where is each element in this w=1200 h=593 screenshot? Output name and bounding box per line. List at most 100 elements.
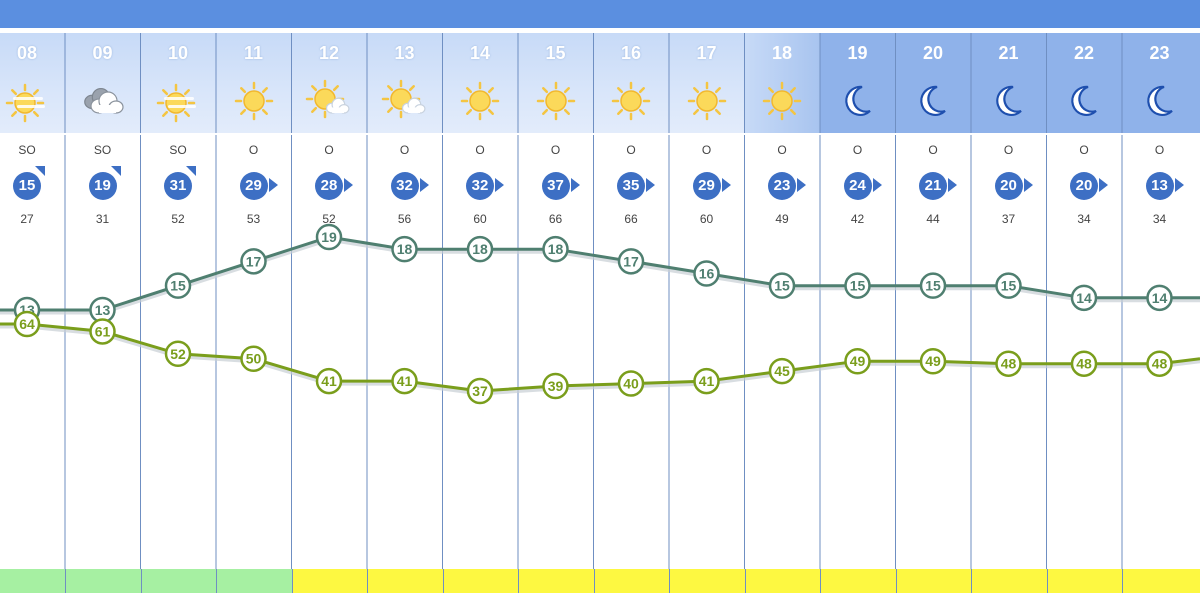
hours-header-row: 08 09 10 11 12 13 14 15 16 17 18 19 20 21 22 23 <box>0 33 1200 134</box>
hour-cell: 19 <box>820 33 896 134</box>
strip-segment <box>140 569 217 593</box>
data-label: 17 <box>623 253 639 269</box>
strip-segment <box>518 569 595 593</box>
wind-direction: O <box>475 143 485 157</box>
wind-gust: 31 <box>95 212 110 226</box>
wind-speed-badge: 32 <box>390 172 419 200</box>
strip-segment <box>216 569 293 593</box>
data-label: 64 <box>19 316 35 332</box>
strip-segment <box>744 569 821 593</box>
data-label: 15 <box>170 278 186 294</box>
data-label: 41 <box>699 373 715 389</box>
data-label: 19 <box>321 229 337 245</box>
hour-label: 09 <box>92 43 113 63</box>
wind-arrow-icon <box>872 178 882 192</box>
wind-gust: 56 <box>397 212 412 226</box>
data-point <box>13 310 41 338</box>
wind-direction: O <box>777 143 787 157</box>
data-point <box>164 272 192 299</box>
data-label: 37 <box>472 383 488 399</box>
wind-arrow-icon <box>1023 178 1033 192</box>
hour-cell: 10 <box>140 33 216 134</box>
data-point <box>542 235 569 263</box>
data-label: 14 <box>1152 290 1168 306</box>
wind-speed-badge: 35 <box>617 172 645 200</box>
wind-gust: 66 <box>624 212 638 226</box>
wind-speed-badge: 20 <box>994 172 1023 200</box>
hour-cell: 16 <box>593 33 669 134</box>
hour-cell: 11 <box>216 33 292 134</box>
hour-label: 21 <box>998 43 1019 63</box>
wind-direction: O <box>1003 143 1014 157</box>
wind-speed-badge: 24 <box>843 172 872 200</box>
data-point <box>995 350 1022 377</box>
wind-arrow-icon <box>35 166 45 176</box>
wind-gust: 27 <box>20 212 34 226</box>
wind-speed-badge: 29 <box>692 172 721 200</box>
wind-speed-badge: 20 <box>1070 172 1098 200</box>
hour-label: 11 <box>243 43 264 63</box>
wind-speed-badge: 37 <box>541 172 570 200</box>
data-point <box>617 248 645 275</box>
hour-label: 14 <box>469 43 491 63</box>
data-label: 40 <box>623 376 639 392</box>
wind-gust: 37 <box>1001 212 1016 226</box>
hour-cell: 17 <box>669 33 745 134</box>
wind-direction: O <box>248 143 259 157</box>
hour-cell: 15 <box>518 33 594 134</box>
strip-segment <box>820 569 897 593</box>
wind-arrow-icon <box>186 166 196 176</box>
data-point <box>391 235 418 263</box>
wind-speed-badge: 28 <box>315 172 343 200</box>
wind-speed-badge: 31 <box>164 172 192 200</box>
data-point <box>89 318 116 345</box>
wind-gust: 60 <box>699 212 714 226</box>
wind-direction: O <box>626 143 636 157</box>
data-point <box>164 340 192 368</box>
data-label: 18 <box>548 241 564 257</box>
moon-icon <box>920 85 946 116</box>
hour-label: 13 <box>394 43 415 63</box>
wind-direction: O <box>1154 143 1165 157</box>
wind-gust: 52 <box>322 212 336 226</box>
data-point <box>466 235 494 263</box>
bottom-color-strip <box>0 569 1200 593</box>
data-label: 15 <box>774 278 790 294</box>
sun-cloud-icon <box>305 79 350 119</box>
sun-icon <box>536 81 575 121</box>
data-point <box>693 367 720 395</box>
wind-arrow-icon <box>797 178 806 192</box>
wind-speed-badge: 15 <box>13 172 41 200</box>
hour-cell: 18 <box>744 33 820 134</box>
moon-icon <box>844 85 871 116</box>
hour-label: 10 <box>167 43 189 63</box>
data-label: 41 <box>397 373 413 389</box>
strip-segment <box>442 569 519 593</box>
data-point <box>617 370 645 397</box>
wind-gust: 60 <box>473 212 487 226</box>
hour-label: 17 <box>696 43 717 63</box>
top-gap <box>0 28 1200 33</box>
wind-arrow-icon <box>495 178 504 192</box>
cloud-icon <box>83 87 124 114</box>
wind-direction: O <box>399 143 410 157</box>
wind-arrow-icon <box>268 178 278 192</box>
sun-cloud-icon <box>381 79 425 119</box>
data-point <box>768 357 796 385</box>
hour-label: 16 <box>620 43 642 63</box>
strip-segment <box>895 569 972 593</box>
wind-gust: 53 <box>246 212 261 226</box>
data-point <box>240 248 267 275</box>
wind-direction: O <box>852 143 863 157</box>
data-label: 39 <box>548 378 564 394</box>
data-label: 15 <box>925 278 941 294</box>
data-label: 45 <box>774 363 790 379</box>
wind-gust: 52 <box>171 212 185 226</box>
wind-speed-badge: 29 <box>239 172 268 200</box>
wind-speed-badge: 19 <box>88 172 117 200</box>
hour-label: 18 <box>771 43 793 63</box>
wind-arrow-icon <box>948 178 957 192</box>
hour-label: 15 <box>545 43 566 63</box>
hour-label: 20 <box>922 43 944 63</box>
wind-arrow-icon <box>419 178 429 192</box>
